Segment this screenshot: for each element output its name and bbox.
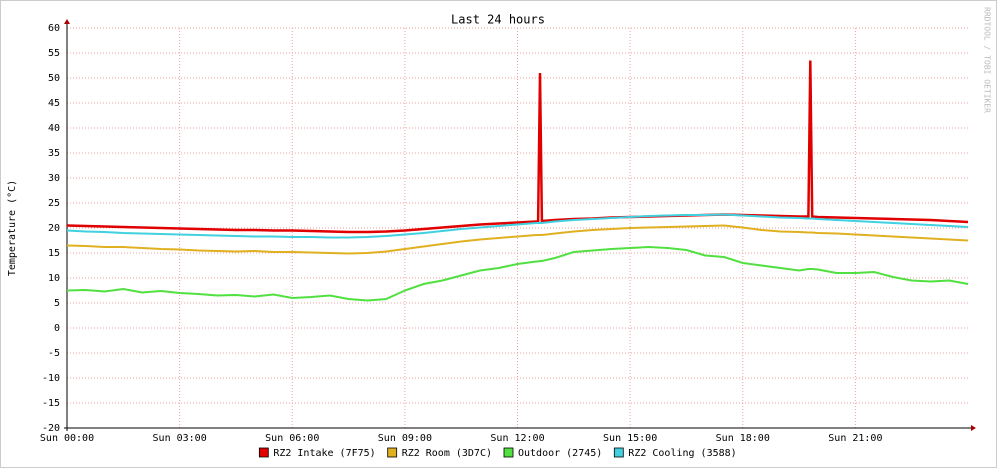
legend-swatch xyxy=(258,447,269,458)
y-tick-label: 50 xyxy=(48,73,60,84)
legend-label: RZ2 Intake (7F75) xyxy=(273,448,375,459)
legend-label: RZ2 Room (3D7C) xyxy=(402,448,492,459)
y-tick-label: 40 xyxy=(48,123,60,134)
x-tick-label: Sun 21:00 xyxy=(828,433,882,444)
y-axis-label: Temperature (°C) xyxy=(7,180,18,276)
axis-arrow xyxy=(64,19,70,24)
x-tick-label: Sun 18:00 xyxy=(716,433,770,444)
x-tick-label: Sun 15:00 xyxy=(603,433,657,444)
legend-swatch xyxy=(613,447,624,458)
watermark: RRDTOOL / TOBI OETIKER xyxy=(983,7,992,113)
y-tick-label: 45 xyxy=(48,98,60,109)
legend-swatch xyxy=(387,447,398,458)
series-line xyxy=(66,245,969,302)
x-tick-label: Sun 12:00 xyxy=(490,433,544,444)
series-line xyxy=(66,213,969,239)
y-tick-label: 55 xyxy=(48,48,60,59)
y-tick-label: 10 xyxy=(48,273,60,284)
axis-arrow xyxy=(971,425,976,431)
y-tick-label: 15 xyxy=(48,248,60,259)
series-line xyxy=(66,224,969,255)
y-tick-label: 30 xyxy=(48,173,60,184)
series-line xyxy=(66,60,969,234)
y-tick-label: -10 xyxy=(42,373,60,384)
y-tick-label: 25 xyxy=(48,198,60,209)
y-tick-label: 20 xyxy=(48,223,60,234)
y-tick-label: 35 xyxy=(48,148,60,159)
x-tick-label: Sun 06:00 xyxy=(265,433,319,444)
y-tick-label: -5 xyxy=(48,348,60,359)
legend-swatch xyxy=(503,447,514,458)
chart-title: Last 24 hours xyxy=(451,13,545,27)
x-tick-label: Sun 03:00 xyxy=(153,433,207,444)
y-tick-label: 0 xyxy=(54,323,60,334)
x-tick-label: Sun 00:00 xyxy=(40,433,94,444)
x-tick-label: Sun 09:00 xyxy=(378,433,432,444)
y-tick-label: 60 xyxy=(48,23,60,34)
y-tick-label: 5 xyxy=(54,298,60,309)
legend-label: Outdoor (2745) xyxy=(518,448,602,459)
legend-label: RZ2 Cooling (3588) xyxy=(628,448,736,459)
y-tick-label: -15 xyxy=(42,398,60,409)
y-tick-label: -20 xyxy=(42,423,60,434)
